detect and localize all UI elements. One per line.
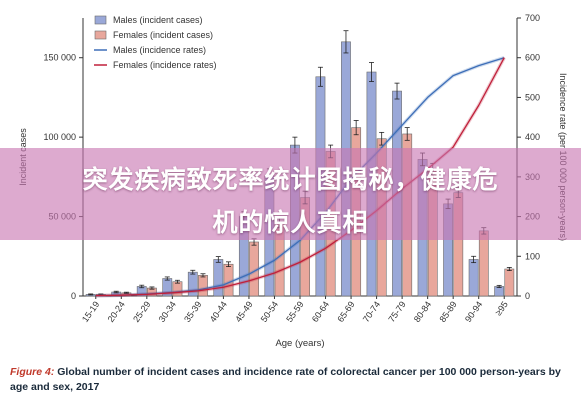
- x-tick-label: 35-39: [182, 299, 203, 324]
- x-tick-label: ≥95: [493, 299, 510, 317]
- x-tick-label: 45-49: [233, 299, 254, 324]
- x-axis-title: Age (years): [275, 338, 324, 349]
- right-tick-label: 0: [525, 291, 530, 301]
- x-tick-label: 20-24: [106, 299, 127, 324]
- x-tick-label: 60-64: [310, 299, 331, 324]
- legend-label: Females (incident cases): [113, 30, 213, 40]
- right-tick-label: 500: [525, 92, 540, 102]
- bar: [198, 275, 208, 297]
- right-tick-label: 600: [525, 53, 540, 63]
- x-tick-label: 75-79: [386, 299, 407, 324]
- legend-swatch: [94, 30, 107, 40]
- x-tick-label: 90-94: [463, 299, 484, 324]
- bar: [213, 259, 224, 297]
- legend-label: Females (incidence rates): [113, 60, 217, 70]
- x-tick-label: 65-69: [335, 299, 356, 324]
- bar: [468, 259, 479, 297]
- right-tick-label: 100: [525, 251, 540, 261]
- overlay-banner: [0, 148, 581, 240]
- left-tick-label: 0: [71, 291, 76, 301]
- x-tick-label: 80-84: [412, 299, 433, 324]
- x-tick-label: 50-54: [259, 299, 280, 324]
- x-tick-label: 85-89: [437, 299, 458, 324]
- x-tick-label: 15-19: [80, 299, 101, 324]
- caption-text: Global number of incident cases and inci…: [10, 366, 561, 393]
- x-tick-label: 30-34: [157, 299, 178, 324]
- x-tick-label: 40-44: [208, 299, 229, 324]
- banner-title-line1: 突发疾病致死率统计图揭秘，健康危: [82, 165, 499, 194]
- right-tick-label: 400: [525, 132, 540, 142]
- legend-swatch: [94, 15, 107, 25]
- banner-title-line2: 机的惊人真相: [212, 208, 369, 237]
- legend-label: Males (incidence rates): [113, 45, 206, 55]
- bar: [478, 230, 489, 297]
- x-tick-label: 70-74: [361, 299, 382, 324]
- left-tick-label: 100 000: [43, 132, 76, 142]
- figure-caption: Figure 4: Global number of incident case…: [10, 365, 575, 395]
- x-tick-label: 25-29: [131, 299, 152, 324]
- legend-label: Males (incident cases): [113, 15, 203, 25]
- x-tick-label: 55-59: [284, 299, 305, 324]
- caption-figure-label: Figure 4:: [10, 366, 55, 378]
- bar: [504, 268, 515, 297]
- right-tick-label: 700: [525, 13, 540, 23]
- left-tick-label: 150 000: [43, 53, 76, 63]
